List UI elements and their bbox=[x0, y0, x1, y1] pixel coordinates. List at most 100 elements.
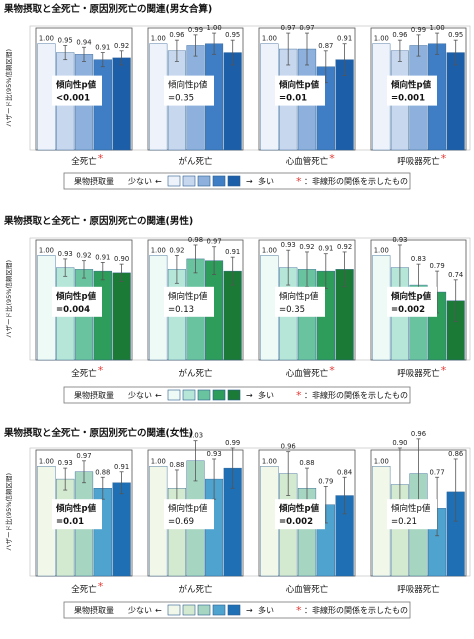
value-label: 0.91 bbox=[318, 245, 333, 253]
value-label: 1.00 bbox=[151, 246, 166, 254]
legend-swatch bbox=[182, 175, 196, 187]
legend-low-arrow: ← bbox=[155, 177, 162, 186]
p-trend-box bbox=[164, 75, 214, 106]
legend-note: ：非線形の関係を示したもの bbox=[304, 390, 408, 400]
p-trend-value: =0.35 bbox=[168, 94, 194, 104]
legend-high: 多い bbox=[258, 390, 274, 400]
value-label: 0.93 bbox=[58, 459, 73, 467]
value-label: 0.93 bbox=[58, 250, 73, 258]
group-1: 1.00 0.93 0.92 0.91 0.90 傾向性p値 =0.004 全死亡 * bbox=[35, 239, 133, 379]
value-label: 0.97 bbox=[299, 24, 314, 32]
legend-swatch bbox=[212, 389, 226, 401]
chart-panel-3: 果物摂取と全死亡・原因別死亡の関連(女性) ハザード比(95%信頼区間) 1.00 0… bbox=[3, 427, 471, 619]
plot-frame bbox=[29, 237, 471, 361]
legend-swatch bbox=[167, 604, 181, 616]
nonlinear-star: * bbox=[98, 364, 104, 377]
value-label: 1.00 bbox=[151, 35, 166, 43]
p-trend-label: 傾向性p値 bbox=[279, 291, 319, 302]
p-trend-label: 傾向性p値 bbox=[55, 503, 97, 514]
value-label: 0.97 bbox=[76, 452, 91, 460]
plot-frame bbox=[29, 25, 471, 151]
legend-note: ：非線形の関係を示したもの bbox=[304, 605, 408, 615]
value-label: 0.92 bbox=[114, 42, 129, 50]
value-label: 0.99 bbox=[225, 439, 240, 447]
p-trend-box bbox=[387, 286, 437, 317]
value-label: 0.93 bbox=[281, 241, 296, 249]
value-label: 1.00 bbox=[262, 246, 277, 254]
value-label: 0.98 bbox=[188, 236, 203, 244]
legend-swatch bbox=[197, 389, 211, 401]
legend: 果物摂取量 少ない ← → 多い * ：非線形の関係を示したもの bbox=[63, 601, 411, 619]
group-3: 1.00 0.960.88 0.79 0.84 傾向性p値 =0.002 心血管死亡 bbox=[258, 443, 356, 595]
value-label: 0.99 bbox=[188, 26, 203, 34]
legend-label: 果物摂取量 bbox=[74, 390, 114, 400]
value-label: 0.93 bbox=[392, 236, 407, 244]
value-label: 0.96 bbox=[411, 430, 426, 438]
bar bbox=[112, 482, 131, 577]
p-trend-label: 傾向性p値 bbox=[168, 503, 208, 514]
bar bbox=[112, 272, 131, 361]
value-label: 0.79 bbox=[318, 477, 333, 485]
value-label: 0.95 bbox=[58, 36, 73, 44]
value-label: 1.00 bbox=[39, 457, 54, 465]
p-trend-box bbox=[275, 499, 325, 530]
legend: 果物摂取量 少ない ← → 多い * ：非線形の関係を示したもの bbox=[63, 172, 411, 190]
value-label: 0.83 bbox=[411, 255, 426, 263]
legend-star: * bbox=[296, 604, 302, 617]
p-trend-label: 傾向性p値 bbox=[168, 80, 208, 91]
group-1: 1.00 0.930.97 0.88 0.91 傾向性p値 =0.01 全死亡 * bbox=[35, 449, 133, 595]
p-trend-value: =0.35 bbox=[279, 305, 305, 315]
p-trend-value: <0.001 bbox=[56, 94, 90, 104]
category-label: がん死亡 bbox=[178, 584, 213, 595]
value-label: 0.91 bbox=[95, 44, 110, 52]
category-label: 呼吸器死亡 bbox=[397, 156, 440, 167]
y-axis-label: ハザード比(95%信頼区間) bbox=[4, 260, 13, 338]
category-label: がん死亡 bbox=[178, 156, 213, 167]
group-2: 1.00 0.92 0.98 0.970.91 傾向性p値 =0.13 がん死亡 bbox=[147, 236, 244, 379]
value-label: 0.96 bbox=[281, 443, 296, 451]
plot-frame bbox=[29, 447, 471, 577]
legend-star: * bbox=[296, 389, 302, 402]
value-label: 0.87 bbox=[318, 42, 333, 50]
legend-note: ：非線形の関係を示したもの bbox=[304, 176, 408, 186]
p-trend-label: 傾向性p値 bbox=[278, 80, 320, 91]
p-trend-label: 傾向性p値 bbox=[391, 503, 431, 514]
p-trend-box bbox=[52, 286, 102, 317]
chart-title: 果物摂取と全死亡・原因別死亡の関連(女性) bbox=[3, 427, 193, 439]
legend-high-arrow: → bbox=[246, 391, 253, 400]
p-trend-value: =0.001 bbox=[391, 94, 425, 104]
p-trend-label: 傾向性p値 bbox=[55, 291, 97, 302]
value-label: 0.84 bbox=[337, 468, 352, 476]
bar bbox=[446, 52, 465, 151]
p-trend-value: =0.002 bbox=[279, 517, 313, 527]
p-trend-value: =0.13 bbox=[168, 305, 194, 315]
value-label: 1.03 bbox=[188, 432, 203, 440]
value-label: 0.92 bbox=[337, 243, 352, 251]
legend-high: 多い bbox=[258, 176, 274, 186]
value-label: 1.00 bbox=[39, 246, 54, 254]
value-label: 0.79 bbox=[430, 262, 445, 270]
p-trend-box bbox=[52, 499, 102, 530]
value-label: 1.00 bbox=[262, 35, 277, 43]
legend-swatch bbox=[182, 389, 196, 401]
group-2: 1.00 0.88 1.03 0.930.99 傾向性p値 =0.69 がん死亡 bbox=[147, 432, 244, 595]
value-label: 1.00 bbox=[374, 246, 389, 254]
category-label: 心血管死亡 bbox=[286, 368, 329, 379]
y-axis-label: ハザード比(95%信頼区間) bbox=[4, 473, 13, 551]
value-label: 0.91 bbox=[95, 253, 110, 261]
legend-swatch bbox=[167, 389, 181, 401]
legend-swatch bbox=[212, 175, 226, 187]
value-label: 0.88 bbox=[169, 461, 184, 469]
value-label: 1.00 bbox=[430, 24, 445, 32]
value-label: 0.94 bbox=[76, 38, 91, 46]
p-trend-box bbox=[275, 75, 325, 106]
value-label: 0.92 bbox=[169, 246, 184, 254]
p-trend-value: =0.01 bbox=[279, 94, 307, 104]
legend-high-arrow: → bbox=[246, 177, 253, 186]
p-trend-box bbox=[164, 286, 214, 317]
p-trend-box bbox=[387, 499, 437, 530]
p-trend-label: 傾向性p値 bbox=[390, 291, 432, 302]
